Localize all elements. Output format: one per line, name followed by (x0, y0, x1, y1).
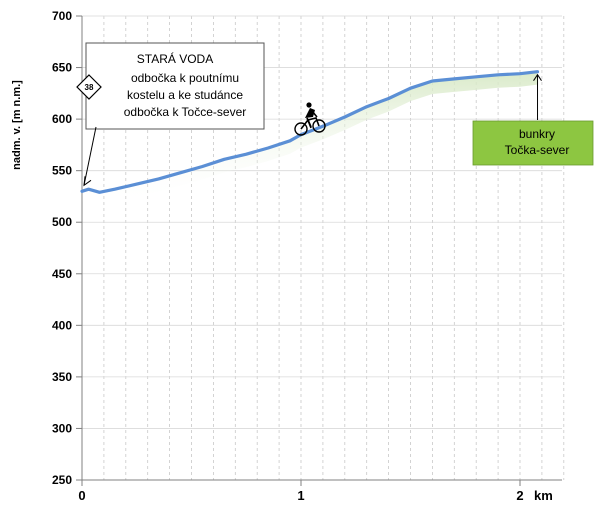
y-tick-label: 550 (52, 164, 72, 178)
y-tick-label: 600 (52, 112, 72, 126)
cyclist-body (305, 108, 315, 118)
cyclist-icon (294, 102, 326, 136)
elevation-shadow (82, 72, 538, 206)
callout-arrow (83, 126, 97, 186)
callout-bunkry (472, 120, 594, 166)
y-tick-label: 400 (52, 318, 72, 332)
callout-title: STARÁ VODA (137, 51, 213, 66)
y-tick-label: 450 (52, 267, 72, 281)
y-axis-title: nadm. v. [m n.m.] (11, 80, 23, 170)
cyclist-wheel-back (294, 122, 308, 136)
y-tick-label: 500 (52, 215, 72, 229)
cyclist-wheel-front (312, 119, 326, 133)
route-sign-number: 38 (85, 83, 94, 92)
x-tick-label: 1 (297, 488, 304, 503)
x-tick-label: 0 (78, 488, 85, 503)
cyclist-arm (311, 110, 318, 118)
grid (81, 15, 565, 481)
callout-stara-voda (85, 42, 265, 130)
y-tick-label: 350 (52, 370, 72, 384)
elevation-line (80, 70, 540, 194)
y-tick-label: 250 (52, 473, 72, 487)
callout-bunkry-line: Točka-sever (505, 143, 570, 157)
callout-arrowhead (83, 176, 92, 187)
callout-line: odbočka k poutnímu (131, 71, 239, 85)
callout-line: kostelu a ke studánce (127, 88, 243, 102)
callout-bunkry-arrowhead (533, 73, 542, 81)
y-tick-label: 650 (52, 61, 72, 75)
cyclist-frame (300, 117, 320, 130)
cyclist-leg (306, 117, 312, 128)
x-axis-unit: km (534, 488, 553, 503)
route-sign-icon (76, 74, 102, 100)
y-tick-label: 700 (52, 9, 72, 23)
callout-bunkry-line: bunkry (519, 127, 555, 141)
y-tick-label: 300 (52, 421, 72, 435)
elevation-series (80, 70, 540, 206)
axes: 250 300 350 400 450 500 550 600 650 700 0 1 2 km nadm.… (11, 9, 562, 503)
callout-line: odbočka k Točce-sever (124, 105, 247, 119)
x-tick-label: 2 (516, 488, 523, 503)
annotations: STARÁ VODA odbočka k poutnímu kostelu a ke… (76, 42, 594, 187)
cyclist-head (306, 102, 312, 108)
